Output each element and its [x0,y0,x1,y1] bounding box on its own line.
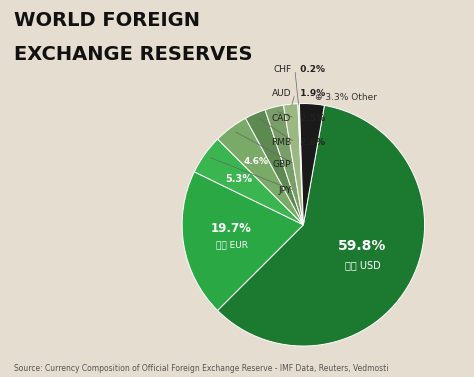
Wedge shape [194,139,303,225]
Text: 1.9%: 1.9% [294,89,325,98]
Text: EXCHANGE RESERVES: EXCHANGE RESERVES [14,45,253,64]
Text: 0.2%: 0.2% [294,65,325,74]
Text: Source: Currency Composition of Official Foreign Exchange Reserve - IMF Data, Re: Source: Currency Composition of Official… [14,364,389,373]
Text: 2.8%: 2.8% [294,138,325,147]
Text: WORLD FOREIGN: WORLD FOREIGN [14,11,200,30]
Text: 🇺🇸 USD: 🇺🇸 USD [345,260,380,270]
Wedge shape [246,110,303,225]
Text: RMB: RMB [271,138,291,147]
Text: GBP: GBP [273,160,291,169]
Wedge shape [218,118,303,225]
Text: 2.5%: 2.5% [294,113,325,123]
Wedge shape [182,172,303,310]
Text: 5.3%: 5.3% [226,174,253,184]
Text: 🇪🇺 EUR: 🇪🇺 EUR [216,241,247,250]
Text: 19.7%: 19.7% [211,222,252,235]
Text: 59.8%: 59.8% [338,239,387,253]
Wedge shape [218,106,425,346]
Wedge shape [265,105,303,225]
Text: CAD: CAD [272,113,291,123]
Text: ⊕ 3.3% Other: ⊕ 3.3% Other [315,93,377,102]
Wedge shape [283,104,303,225]
Wedge shape [300,104,324,225]
Text: JPY: JPY [278,186,291,195]
Text: CHF: CHF [273,65,291,74]
Wedge shape [298,104,303,225]
Text: AUD: AUD [272,89,291,98]
Text: 4.6%: 4.6% [244,157,269,166]
